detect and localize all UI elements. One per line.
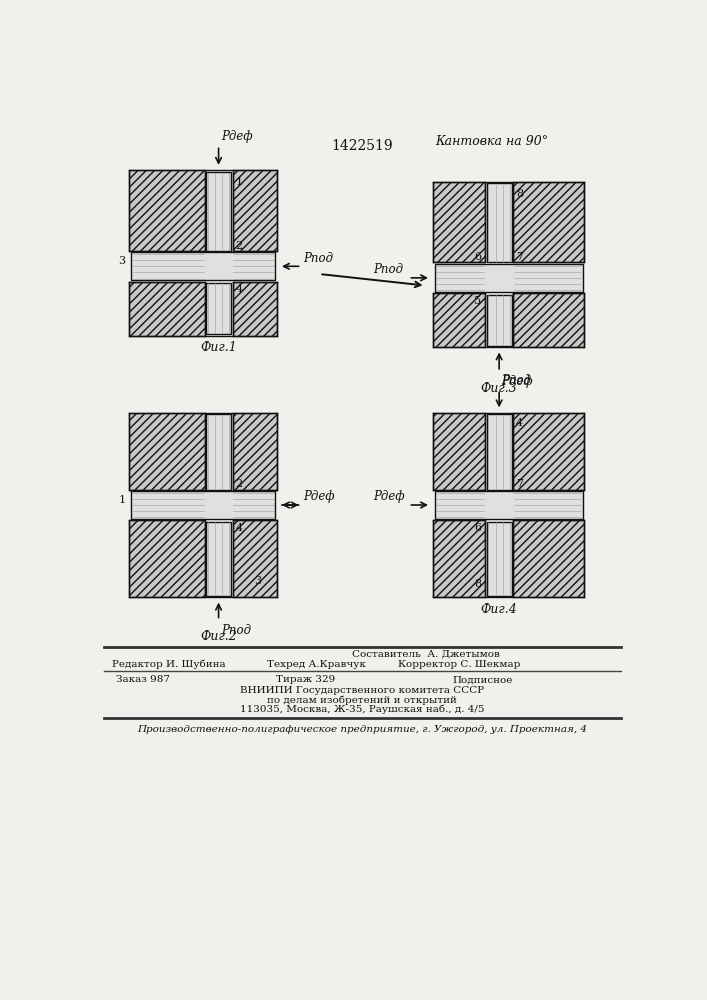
Text: 2: 2 [235,479,243,489]
Text: 3: 3 [119,256,126,266]
Bar [129,282,204,336]
Bar [206,172,231,251]
Bar [129,520,204,597]
Bar [131,491,275,519]
Bar [433,293,485,347]
Bar [233,413,276,490]
Bar [433,413,485,490]
Text: 6: 6 [474,252,481,262]
Bar [131,252,275,280]
Bar [486,183,512,262]
Text: 4: 4 [516,418,523,428]
Bar [435,264,583,292]
Text: 7: 7 [516,252,523,262]
Bar [206,522,231,596]
Text: 5: 5 [474,296,481,306]
Text: Редактор И. Шубина: Редактор И. Шубина [112,660,226,669]
Text: ВНИИПИ Государственного комитета СССР: ВНИИПИ Государственного комитета СССР [240,686,484,695]
Bar [513,520,585,597]
Text: Pпод: Pпод [303,252,333,265]
Text: Заказ 987: Заказ 987 [115,675,170,684]
Text: Фиг.4: Фиг.4 [481,603,518,616]
Text: Корректор С. Шекмар: Корректор С. Шекмар [398,660,521,669]
Text: Кантовка на 90°: Кантовка на 90° [435,135,548,148]
Bar [433,520,485,597]
Text: 4: 4 [235,523,243,533]
Text: Pдеф: Pдеф [303,490,334,503]
Text: 8: 8 [474,579,481,589]
Bar [129,413,204,490]
Text: 1: 1 [119,495,126,505]
Text: Техред А.Кравчук: Техред А.Кравчук [267,660,366,669]
Text: Pдеф: Pдеф [373,490,404,503]
Bar [233,520,276,597]
Text: Подписное: Подписное [452,675,513,684]
Bar [233,282,276,336]
Bar [206,414,231,490]
Text: 7: 7 [516,479,523,489]
Bar [233,170,276,251]
Text: Фиг.3: Фиг.3 [481,382,518,395]
Text: 4: 4 [235,284,243,294]
Text: Pпод: Pпод [221,624,251,637]
Text: 6: 6 [474,523,481,533]
Text: 2: 2 [235,241,243,251]
Text: 8: 8 [516,189,523,199]
Text: Фиг.2: Фиг.2 [200,630,237,643]
Text: Pпод: Pпод [501,374,532,387]
Bar [435,491,583,519]
Text: Pпод: Pпод [373,263,403,276]
Text: 1422519: 1422519 [331,139,393,153]
Bar [486,522,512,596]
Text: Фиг.1: Фиг.1 [200,341,237,354]
Bar [513,413,585,490]
Text: 113035, Москва, Ж-35, Раушская наб., д. 4/5: 113035, Москва, Ж-35, Раушская наб., д. … [240,704,484,714]
Bar [513,293,585,347]
Text: Тираж 329: Тираж 329 [276,675,335,684]
Bar [486,295,512,346]
Text: Производственно-полиграфическое предприятие, г. Ужгород, ул. Проектная, 4: Производственно-полиграфическое предприя… [137,725,587,734]
Bar [513,182,585,262]
Bar [486,414,512,490]
Text: по делам изобретений и открытий: по делам изобретений и открытий [267,695,457,705]
Bar [129,170,204,251]
Bar [433,182,485,262]
Text: Pдеф: Pдеф [221,130,252,143]
Text: 3: 3 [255,576,262,586]
Bar [206,283,231,334]
Text: Составитель  А. Джетымов: Составитель А. Джетымов [352,650,500,659]
Text: 1: 1 [235,177,243,187]
Text: Pдеф: Pдеф [501,375,533,388]
